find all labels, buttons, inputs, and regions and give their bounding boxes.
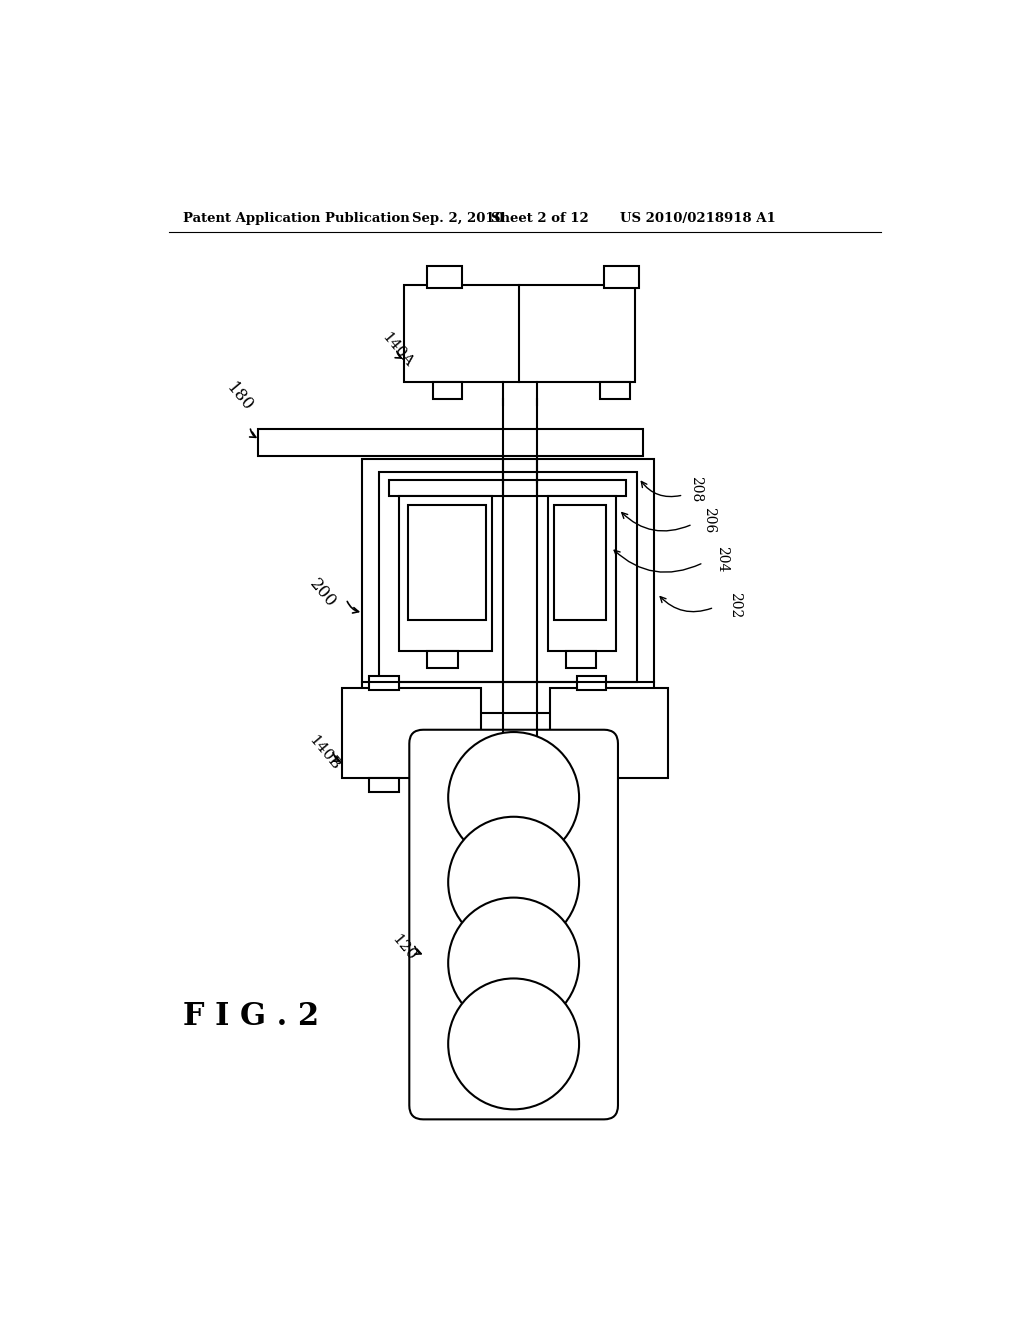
Bar — [427, 651, 458, 668]
Text: 200: 200 — [306, 576, 340, 611]
Text: 140B: 140B — [306, 733, 343, 772]
Bar — [389, 480, 627, 496]
Bar — [370, 779, 398, 792]
Text: Patent Application Publication: Patent Application Publication — [183, 213, 410, 224]
Bar — [258, 429, 643, 457]
Bar — [565, 651, 596, 668]
Text: Sep. 2, 2010: Sep. 2, 2010 — [412, 213, 504, 224]
Text: 202: 202 — [728, 591, 742, 618]
Bar — [550, 688, 668, 779]
Circle shape — [449, 978, 580, 1109]
FancyBboxPatch shape — [410, 730, 617, 1119]
Text: F I G . 2: F I G . 2 — [183, 1002, 319, 1032]
Circle shape — [449, 733, 580, 863]
Bar — [379, 471, 637, 682]
Text: US 2010/0218918 A1: US 2010/0218918 A1 — [621, 213, 776, 224]
Text: 204: 204 — [715, 545, 729, 572]
Bar — [342, 688, 481, 779]
Text: 120: 120 — [388, 932, 418, 964]
Bar — [398, 496, 493, 651]
Bar — [578, 779, 606, 792]
Text: 208: 208 — [689, 477, 702, 503]
Circle shape — [449, 817, 580, 948]
Bar — [600, 383, 630, 400]
Bar — [370, 676, 398, 689]
Bar — [604, 267, 639, 288]
Bar — [433, 383, 463, 400]
Bar — [408, 506, 486, 620]
Text: 140A: 140A — [379, 330, 416, 370]
Text: 206: 206 — [701, 507, 716, 533]
Bar — [578, 676, 606, 689]
Bar — [554, 506, 606, 620]
Circle shape — [449, 898, 580, 1028]
Text: 180: 180 — [223, 379, 256, 414]
Bar — [548, 496, 615, 651]
Bar — [427, 267, 462, 288]
Bar — [361, 459, 654, 713]
Bar — [403, 285, 635, 381]
Text: Sheet 2 of 12: Sheet 2 of 12 — [490, 213, 589, 224]
